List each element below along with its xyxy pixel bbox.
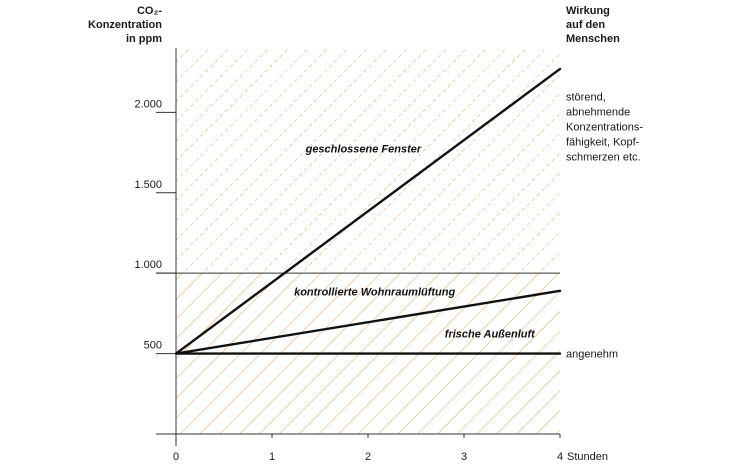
effect-label: störend, bbox=[566, 91, 606, 103]
effect-label: angenehm bbox=[566, 349, 618, 361]
series-line-2 bbox=[174, 289, 562, 355]
y-tick-label: 2.000 bbox=[134, 98, 162, 110]
series-label: geschlossene Fenster bbox=[305, 144, 422, 156]
y-tick-label: 1.500 bbox=[134, 179, 162, 191]
y-tick-label: 1.000 bbox=[134, 259, 162, 271]
series-label: frische Außenluft bbox=[445, 329, 536, 341]
y-tick-label: 500 bbox=[144, 340, 162, 352]
y-axis-title: CO₂- bbox=[137, 5, 162, 17]
x-tick-label: 0 bbox=[173, 451, 179, 463]
effect-title: Menschen bbox=[566, 33, 620, 45]
y-axis-title: Konzentration bbox=[88, 19, 162, 31]
effect-label: fähigkeit, Kopf- bbox=[566, 136, 640, 148]
series-label: kontrollierte Wohnraumlüftung bbox=[294, 287, 455, 299]
x-tick-label: 1 bbox=[269, 451, 275, 463]
x-tick-label: 2 bbox=[365, 451, 371, 463]
effect-label: abnehmende bbox=[566, 106, 630, 118]
x-tick-label: 3 bbox=[461, 451, 467, 463]
effect-title: Wirkung bbox=[566, 5, 610, 17]
series-line-1 bbox=[174, 67, 562, 355]
x-unit-label: Stunden bbox=[567, 451, 608, 463]
effect-title: auf den bbox=[566, 19, 605, 31]
effect-label: Konzentrations- bbox=[566, 121, 643, 133]
x-tick-label: 4 bbox=[557, 451, 563, 463]
y-axis-title: in ppm bbox=[126, 33, 162, 45]
effect-label: schmerzen etc. bbox=[566, 151, 641, 163]
zone-disturbing bbox=[176, 48, 560, 274]
